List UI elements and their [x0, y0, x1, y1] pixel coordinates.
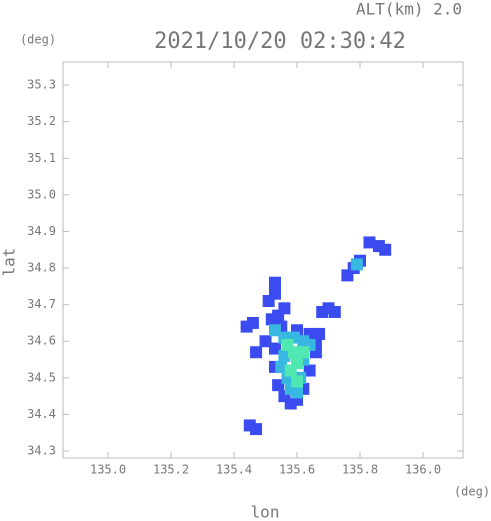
echo-cell: [272, 379, 285, 392]
x-tick-label: 135.2: [153, 463, 189, 477]
echo-cell: [303, 364, 316, 377]
echo-cell: [284, 364, 297, 377]
echo-cell: [291, 375, 304, 388]
echo-cell: [278, 302, 291, 315]
y-tick-label: 34.6: [27, 334, 56, 348]
y-unit: (deg): [20, 33, 56, 47]
y-tick-label: 34.5: [27, 370, 56, 384]
echo-cell: [328, 305, 341, 318]
echo-cell: [268, 342, 281, 355]
echo-cell: [278, 349, 291, 362]
x-tick-label: 135.6: [279, 463, 315, 477]
echo-cell: [250, 346, 263, 359]
y-tick-label: 35.2: [27, 114, 56, 128]
echo-cell: [259, 335, 272, 348]
echo-cell: [297, 346, 310, 359]
y-tick-label: 35.1: [27, 151, 56, 165]
echo-cell: [268, 276, 281, 289]
y-tick-label: 34.8: [27, 261, 56, 275]
x-tick-label: 135.4: [216, 463, 252, 477]
x-tick-label: 135.8: [342, 463, 378, 477]
echo-cell: [363, 236, 376, 249]
echo-cell: [379, 243, 392, 256]
echo-cell: [268, 287, 281, 300]
echo-cell: [268, 324, 281, 337]
x-tick-label: 136.0: [405, 463, 441, 477]
chart-title: 2021/10/20 02:30:42: [154, 29, 406, 54]
plot-frame: [62, 61, 464, 459]
echo-cell: [275, 360, 288, 373]
y-tick-label: 35.3: [27, 78, 56, 92]
echo-cell: [240, 320, 253, 333]
x-axis-label: lon: [251, 503, 280, 521]
x-tick-label: 135.0: [90, 463, 126, 477]
y-tick-label: 34.9: [27, 224, 56, 238]
y-tick-label: 34.3: [27, 444, 56, 458]
echo-cell: [350, 258, 363, 271]
y-tick-label: 34.7: [27, 297, 56, 311]
x-unit: (deg): [454, 485, 490, 499]
y-tick-label: 34.4: [27, 407, 56, 421]
echo-cell: [281, 338, 294, 351]
y-tick-label: 35.0: [27, 187, 56, 201]
altitude-label: ALT(km) 2.0: [356, 0, 462, 19]
y-axis-label: lat: [0, 248, 19, 277]
echo-cell: [291, 386, 304, 399]
echo-cell: [250, 423, 263, 436]
